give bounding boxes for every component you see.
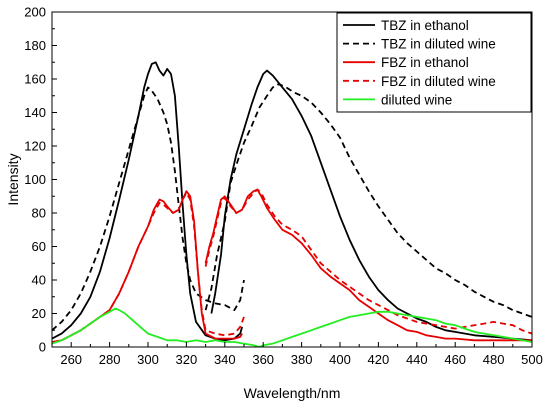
x-tick-label: 380 bbox=[291, 352, 313, 367]
x-tick-label: 300 bbox=[137, 352, 159, 367]
x-tick-label: 420 bbox=[368, 352, 390, 367]
x-tick-label: 440 bbox=[406, 352, 428, 367]
series-fbz-in-diluted-wine bbox=[52, 188, 532, 343]
series-line bbox=[52, 61, 243, 342]
series-diluted-wine bbox=[52, 307, 532, 347]
x-tick-label: 340 bbox=[214, 352, 236, 367]
x-axis-title: Wavelength/nm bbox=[244, 385, 341, 401]
legend-label: TBZ in ethanol bbox=[381, 18, 469, 33]
y-tick-label: 100 bbox=[24, 172, 46, 187]
y-tick-label: 0 bbox=[39, 340, 46, 355]
x-tick-label: 500 bbox=[521, 352, 543, 367]
y-axis-title: Intensity bbox=[5, 153, 21, 205]
series-line bbox=[204, 83, 532, 318]
y-tick-label: 120 bbox=[24, 139, 46, 154]
y-tick-label: 20 bbox=[32, 306, 46, 321]
y-tick-label: 200 bbox=[24, 5, 46, 20]
y-tick-label: 40 bbox=[32, 273, 46, 288]
y-tick-label: 60 bbox=[32, 239, 46, 254]
legend-label: diluted wine bbox=[381, 92, 452, 107]
x-tick-label: 280 bbox=[99, 352, 121, 367]
axes-layer: 260 280 300 320 340 360 380 400 420 440 460 480 500 0… bbox=[24, 5, 543, 368]
series-line bbox=[52, 307, 532, 347]
series-tbz-in-diluted-wine bbox=[52, 83, 532, 331]
series-line bbox=[204, 188, 532, 335]
y-tick-label: 180 bbox=[24, 38, 46, 53]
x-tick-label: 260 bbox=[60, 352, 82, 367]
legend-label: FBZ in diluted wine bbox=[381, 74, 496, 89]
x-tick-label: 320 bbox=[176, 352, 198, 367]
series-line bbox=[52, 190, 243, 343]
x-tick-label: 480 bbox=[483, 352, 505, 367]
series-line bbox=[210, 69, 532, 342]
y-tick-label: 140 bbox=[24, 105, 46, 120]
series-line bbox=[52, 86, 245, 331]
x-tick-label: 460 bbox=[444, 352, 466, 367]
series-tbz-in-ethanol bbox=[52, 61, 532, 342]
legend-label: TBZ in diluted wine bbox=[381, 37, 496, 52]
series-line bbox=[204, 188, 532, 342]
x-tick-label: 360 bbox=[252, 352, 274, 367]
legend: TBZ in ethanol TBZ in diluted wine FBZ in … bbox=[336, 12, 532, 113]
legend-label: FBZ in ethanol bbox=[381, 55, 469, 70]
y-tick-label: 80 bbox=[32, 206, 46, 221]
series-fbz-in-ethanol bbox=[52, 188, 532, 343]
series-layer bbox=[52, 61, 532, 347]
y-tick-label: 160 bbox=[24, 72, 46, 87]
x-tick-label: 400 bbox=[329, 352, 351, 367]
